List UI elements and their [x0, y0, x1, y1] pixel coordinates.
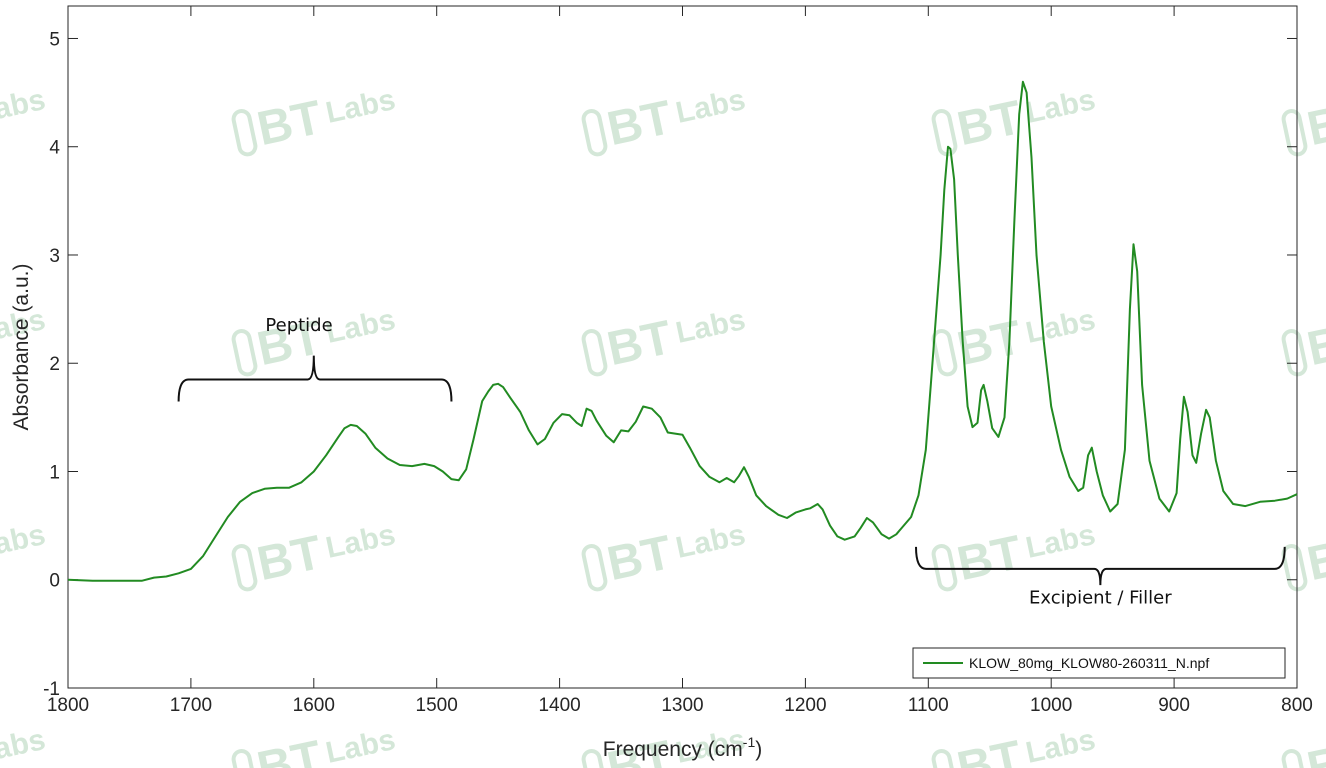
- x-tick-label: 1000: [1030, 695, 1072, 716]
- watermark-text: BT: [253, 91, 327, 156]
- test-tube-icon: [582, 110, 607, 156]
- legend-label: KLOW_80mg_KLOW80-260311_N.npf: [969, 655, 1209, 671]
- x-tick-label: 1200: [784, 695, 826, 716]
- x-tick-label: 1700: [170, 695, 212, 716]
- y-tick-label: 3: [49, 246, 60, 267]
- x-axis-label: Frequency (cm-1): [603, 734, 763, 761]
- watermark-text: BT: [1303, 731, 1326, 768]
- test-tube-icon: [232, 330, 257, 376]
- x-tick-label: 800: [1281, 695, 1313, 716]
- test-tube-icon: [1282, 545, 1307, 591]
- watermark-text: Labs: [323, 83, 398, 130]
- test-tube-icon: [232, 110, 257, 156]
- test-tube-icon: [1282, 330, 1307, 376]
- watermark-text: Labs: [673, 518, 748, 565]
- y-tick-label: -1: [43, 679, 60, 700]
- watermark-text: BT: [603, 311, 677, 376]
- y-tick-label: 4: [49, 138, 60, 159]
- watermark-text: BT: [953, 526, 1027, 591]
- y-tick-label: 0: [49, 571, 60, 592]
- annotations: Peptide Excipient / Filler: [179, 315, 1285, 609]
- watermark-text: Labs: [323, 303, 398, 350]
- y-axis-label: Absorbance (a.u.): [10, 264, 33, 431]
- watermark-text: BT: [953, 731, 1027, 768]
- test-tube-icon: [932, 545, 957, 591]
- watermark-text: Labs: [323, 518, 398, 565]
- watermark-text: BT: [953, 91, 1027, 156]
- test-tube-icon: [582, 545, 607, 591]
- test-tube-icon: [232, 750, 257, 768]
- watermark-text: Labs: [1023, 518, 1098, 565]
- x-tick-label: 1300: [661, 695, 703, 716]
- test-tube-icon: [1282, 110, 1307, 156]
- watermark-text: Labs: [0, 83, 48, 130]
- x-tick-label: 900: [1158, 695, 1190, 716]
- annotation-label: Peptide: [265, 315, 332, 336]
- watermark-text: Labs: [0, 723, 48, 768]
- x-tick-label: 1600: [293, 695, 335, 716]
- watermark-text: BT: [253, 731, 327, 768]
- test-tube-icon: [932, 110, 957, 156]
- annotation-label: Excipient / Filler: [1029, 588, 1172, 609]
- watermark-text: Labs: [673, 303, 748, 350]
- test-tube-icon: [1282, 750, 1307, 768]
- legend: KLOW_80mg_KLOW80-260311_N.npf: [913, 648, 1285, 678]
- test-tube-icon: [582, 330, 607, 376]
- x-tick-label: 1100: [908, 695, 949, 716]
- watermark-text: Labs: [0, 518, 48, 565]
- watermark-text: Labs: [1023, 723, 1098, 768]
- watermark-text: BT: [603, 526, 677, 591]
- watermark-text: Labs: [673, 83, 748, 130]
- test-tube-icon: [932, 330, 957, 376]
- watermark-text: BT: [603, 91, 677, 156]
- y-tick-label: 1: [49, 462, 60, 483]
- test-tube-icon: [232, 545, 257, 591]
- watermark-text: BT: [253, 526, 327, 591]
- watermark-text: Labs: [323, 723, 398, 768]
- watermark-text: Labs: [1023, 303, 1098, 350]
- watermark-text: Labs: [1023, 83, 1098, 130]
- x-tick-label: 1400: [538, 695, 580, 716]
- y-tick-label: 2: [49, 354, 60, 375]
- x-tick-label: 1500: [416, 695, 458, 716]
- test-tube-icon: [932, 750, 957, 768]
- y-tick-label: 5: [49, 29, 60, 50]
